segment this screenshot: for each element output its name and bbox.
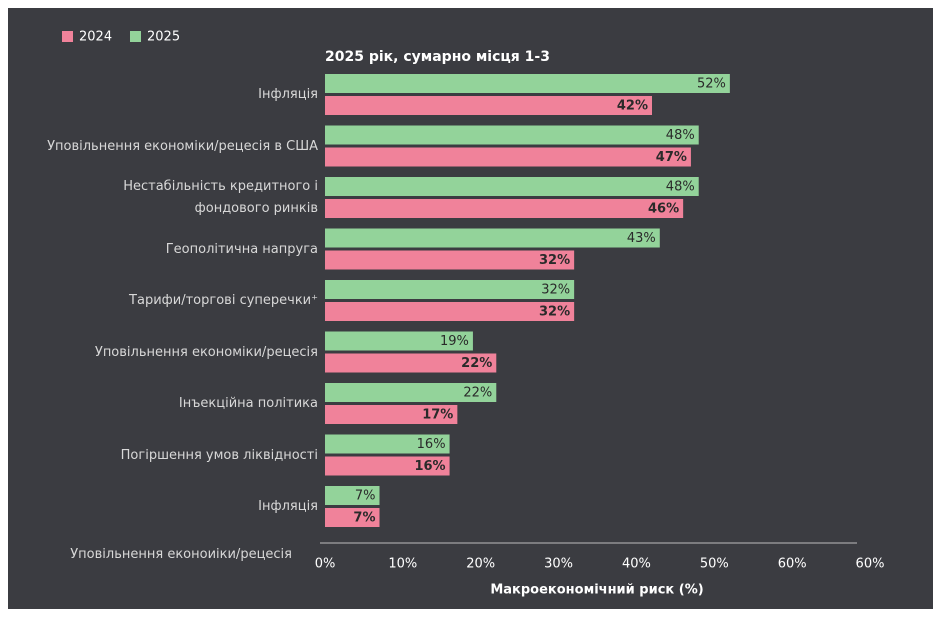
legend-label: 2024	[79, 30, 112, 45]
data-label: 48%	[666, 180, 695, 195]
x-tick-label: 20%	[466, 557, 495, 572]
data-label: 32%	[539, 253, 570, 268]
data-label: 52%	[697, 77, 726, 92]
y-tick-label: Уповільнення еконоиіки/рецесія	[70, 547, 292, 562]
bar	[325, 302, 575, 321]
data-label: 22%	[461, 356, 492, 371]
data-label: 43%	[627, 231, 656, 246]
y-tick-label: Уповільнення економіки/рецесія	[94, 344, 318, 360]
bar	[325, 228, 660, 248]
data-label: 48%	[666, 128, 695, 143]
chart-subtitle: 2025 рік, сумарно місця 1-3	[325, 49, 550, 65]
data-label: 32%	[539, 305, 570, 320]
y-tick-label: Уповільнення економіки/рецесія в США	[47, 138, 318, 154]
x-tick-label: 60%	[778, 557, 807, 572]
x-tick-label: 50%	[700, 557, 729, 572]
data-label: 7%	[353, 511, 375, 526]
bar	[325, 405, 458, 424]
y-tick-label: Геополітична напруга	[165, 241, 318, 257]
data-label: 7%	[355, 489, 376, 504]
y-tick-label: Інъекційна політика	[178, 396, 318, 411]
bar	[325, 434, 450, 454]
x-axis-title: Макроекономічний риск (%)	[490, 583, 703, 598]
legend-label: 2025	[147, 30, 180, 45]
bar	[325, 125, 699, 145]
bar	[325, 486, 380, 505]
data-label: 16%	[417, 437, 446, 452]
bar	[325, 508, 380, 527]
bar	[325, 331, 473, 351]
legend-swatch	[62, 31, 73, 42]
data-label: 17%	[422, 408, 453, 423]
x-tick-label: 0%	[315, 557, 336, 572]
data-label: 19%	[440, 334, 469, 349]
bar	[325, 199, 684, 218]
bar	[325, 147, 691, 167]
data-label: 22%	[463, 386, 492, 401]
x-tick-label: 10%	[388, 557, 417, 572]
data-label: 47%	[656, 150, 687, 165]
y-tick-label: Погіршення умов ліквідності	[120, 447, 318, 463]
legend-swatch	[130, 31, 141, 42]
bar	[325, 280, 575, 299]
data-label: 16%	[414, 459, 445, 474]
y-tick-label: Нестабільність кредитного і фондового ри…	[123, 179, 318, 216]
y-tick-label: Тарифи/торгові суперечки⁺	[129, 293, 318, 308]
bar	[325, 74, 730, 93]
x-tick-label: 30%	[544, 557, 573, 572]
bar	[325, 456, 450, 476]
data-label: 42%	[617, 99, 648, 114]
x-tick-label: 40%	[622, 557, 651, 572]
bar	[325, 250, 575, 270]
bar	[325, 96, 652, 115]
bar	[325, 353, 497, 373]
y-tick-label: Інфляція	[258, 499, 318, 514]
data-label: 46%	[648, 202, 679, 217]
y-tick-label: Інфляція	[258, 87, 318, 102]
bar	[325, 383, 497, 402]
x-tick-label: 60%	[856, 557, 885, 572]
bar	[325, 177, 699, 196]
data-label: 32%	[541, 283, 570, 298]
